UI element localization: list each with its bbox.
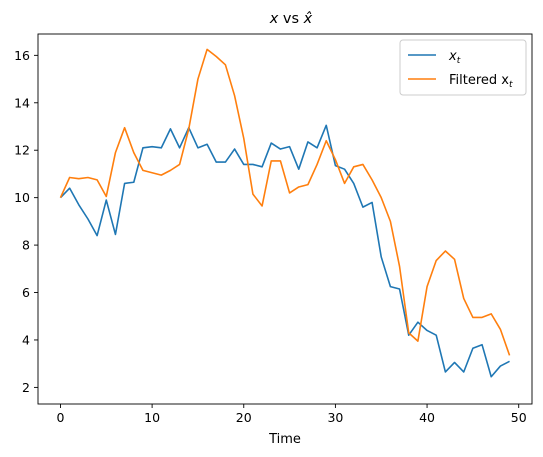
chart-title-x: x xyxy=(269,11,279,27)
legend-label-filtered-x-t: Filtered xt xyxy=(449,73,513,90)
legend-label-x-t: xt xyxy=(448,49,461,66)
plot-area xyxy=(38,34,532,404)
series-lines xyxy=(59,48,511,378)
legend: xt Filtered xt xyxy=(399,39,527,96)
chart-title: x vs x̂ xyxy=(269,11,313,27)
plot-frame xyxy=(37,33,533,405)
x-tick-label: 20 xyxy=(236,410,252,425)
y-tick-label: 2 xyxy=(22,380,30,395)
y-tick-label: 4 xyxy=(22,332,30,347)
axis-ticks: 0 10 20 30 40 50 2 4 6 8 10 12 14 16 xyxy=(14,48,527,425)
x-tick-label: 50 xyxy=(511,410,527,425)
y-tick-label: 10 xyxy=(14,190,30,205)
x-tick-label: 10 xyxy=(144,410,160,425)
y-tick-label: 8 xyxy=(22,238,30,253)
chart-title-vs: vs xyxy=(278,11,303,27)
series-line-filtered-x-t xyxy=(59,48,511,356)
y-tick-label: 6 xyxy=(22,285,30,300)
y-tick-label: 12 xyxy=(14,143,30,158)
y-tick-label: 14 xyxy=(14,95,30,110)
series-line-x-t xyxy=(59,124,510,378)
x-tick-label: 0 xyxy=(56,410,64,425)
x-tick-label: 30 xyxy=(327,410,343,425)
y-tick-label: 16 xyxy=(14,48,30,63)
x-axis-label: Time xyxy=(268,432,301,447)
legend-box xyxy=(399,39,527,96)
chart-title-xhat: x̂ xyxy=(303,11,313,27)
x-tick-label: 40 xyxy=(419,410,435,425)
